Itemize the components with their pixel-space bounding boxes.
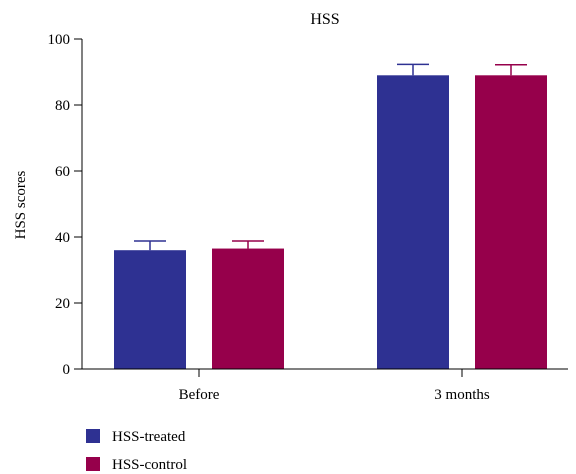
x-tick-label: Before [179,387,220,403]
y-tick-label: 0 [63,362,71,378]
y-axis-label: HSS scores [13,170,29,239]
legend-swatch [86,429,100,443]
legend: HSS-treated HSS-control [86,429,187,473]
chart-title: HSS [310,11,339,28]
bars [114,63,547,370]
x-axis-ticks: Before 3 months [179,369,490,403]
y-tick-label: 80 [55,98,70,114]
bar [212,248,284,369]
bar [377,75,449,370]
x-tick-label: 3 months [434,387,490,403]
y-tick-label: 40 [55,230,70,246]
legend-label: HSS-control [112,457,187,473]
legend-label: HSS-treated [112,429,186,445]
y-tick-label: 20 [55,296,70,312]
bar [114,250,186,369]
bar [475,75,547,370]
legend-swatch [86,457,100,471]
y-tick-label: 60 [55,164,70,180]
y-axis-ticks: 0 20 40 60 80 100 [48,32,82,378]
y-tick-label: 100 [48,32,71,48]
